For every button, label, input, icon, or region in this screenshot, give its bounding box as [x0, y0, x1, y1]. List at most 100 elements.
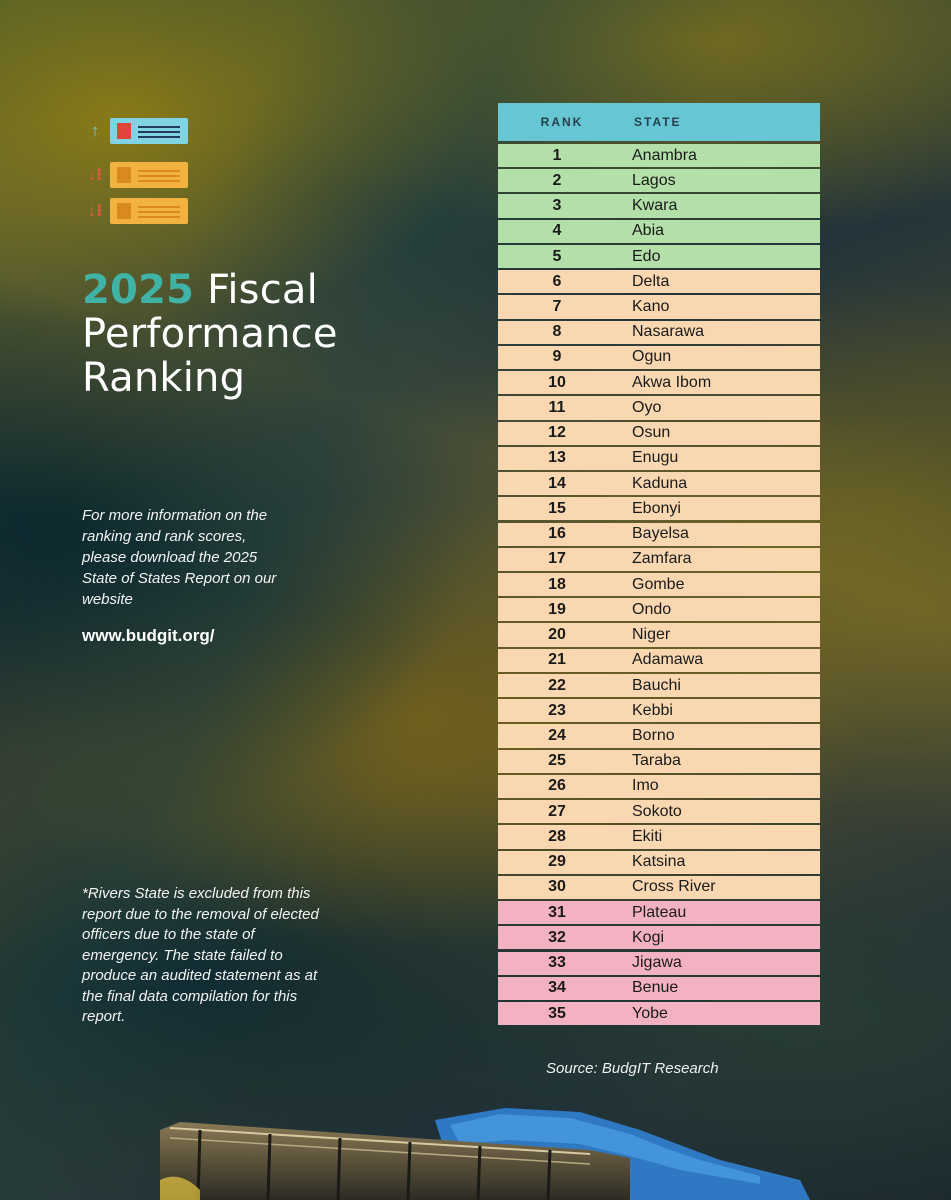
table-row: 34 Benue [498, 976, 820, 1000]
down-arrow-icon: ↓⁝ [87, 165, 103, 184]
table-row: 26 Imo [498, 774, 820, 799]
state-cell: Zamfara [632, 550, 692, 568]
table-row: 14 Kaduna [498, 472, 820, 496]
machinery-illustration [160, 1108, 810, 1200]
rank-cell: 15 [548, 499, 566, 517]
state-cell: Ogun [632, 348, 672, 366]
card-icon [110, 162, 188, 188]
rank-cell: 21 [548, 651, 566, 669]
table-row: 4 Abia [498, 219, 820, 243]
table-row: 5 Edo [498, 244, 820, 269]
card-icon [110, 198, 188, 224]
state-cell: Niger [632, 626, 671, 644]
table-header: RANK STATE [498, 103, 820, 141]
title-word-performance: Performance [82, 311, 338, 357]
rank-cell: 26 [548, 777, 566, 795]
state-cell: Akwa Ibom [632, 373, 712, 391]
table-row: 31 Plateau [498, 901, 820, 925]
state-cell: Kebbi [632, 701, 673, 719]
source-text: Source: BudgIT Research [546, 1060, 719, 1077]
rank-cell: 31 [548, 903, 566, 921]
table-row: 33 Jigawa [498, 951, 820, 975]
state-cell: Benue [632, 979, 679, 997]
header-rank: RANK [540, 115, 584, 129]
table-row: 18 Gombe [498, 572, 820, 597]
rank-down-item: ↓⁝ [84, 162, 188, 188]
state-cell: Osun [632, 424, 671, 442]
title-word-ranking: Ranking [82, 355, 246, 401]
state-cell: Plateau [632, 903, 687, 921]
state-cell: Edo [632, 247, 661, 265]
state-cell: Kano [632, 298, 670, 315]
rank-cell: 5 [552, 247, 562, 265]
rank-cell: 2 [552, 171, 562, 189]
page-title: 2025 Fiscal Performance Ranking [82, 268, 338, 400]
table-row: 8 Nasarawa [498, 320, 820, 344]
table-row: 35 Yobe [498, 1001, 820, 1026]
state-cell: Jigawa [632, 954, 682, 972]
state-cell: Kogi [632, 928, 665, 946]
rank-up-item: ↑ [84, 118, 188, 144]
up-arrow-icon: ↑ [90, 121, 100, 140]
table-row: 19 Ondo [498, 598, 820, 622]
rank-cell: 35 [548, 1004, 566, 1022]
table-row: 29 Katsina [498, 850, 820, 874]
state-cell: Delta [632, 272, 670, 290]
rank-cell: 18 [548, 575, 566, 593]
rank-cell: 10 [548, 373, 566, 391]
state-cell: Kaduna [632, 474, 688, 492]
rank-cell: 16 [548, 525, 566, 543]
rank-cell: 9 [552, 348, 562, 366]
rank-cell: 29 [548, 853, 566, 871]
state-cell: Nasarawa [632, 323, 705, 341]
rank-cell: 4 [552, 222, 562, 240]
table-row: 30 Cross River [498, 875, 820, 899]
table-row: 11 Oyo [498, 396, 820, 420]
table-row: 24 Borno [498, 724, 820, 748]
table-row: 27 Sokoto [498, 800, 820, 824]
rank-cell: 7 [552, 298, 562, 315]
state-cell: Yobe [632, 1004, 668, 1022]
table-row: 7 Kano [498, 295, 820, 319]
state-cell: Enugu [632, 449, 679, 467]
footnote-text: *Rivers State is excluded from this repo… [82, 885, 319, 1025]
table-row: 15 Ebonyi [498, 497, 820, 521]
state-cell: Bayelsa [632, 525, 689, 543]
rank-cell: 32 [548, 928, 566, 946]
table-row: 16 Bayelsa [498, 522, 820, 546]
table-row: 25 Taraba [498, 749, 820, 773]
rank-cell: 28 [548, 827, 566, 845]
title-year: 2025 [82, 267, 195, 313]
table-row: 9 Ogun [498, 345, 820, 370]
table-body: 1 Anambra 2 Lagos 3 Kwara 4 Abia 5 Edo 6 Delta 7 Kano… [498, 144, 820, 1026]
table-row: 21 Adamawa [498, 648, 820, 672]
table-row: 1 Anambra [498, 144, 820, 168]
table-row: 28 Ekiti [498, 825, 820, 849]
table-row: 2 Lagos [498, 169, 820, 193]
rank-cell: 34 [548, 979, 566, 997]
website-link[interactable]: www.budgit.org/ [82, 626, 215, 645]
state-cell: Abia [632, 222, 665, 240]
rank-cell: 33 [548, 954, 566, 972]
rank-cell: 13 [548, 449, 566, 467]
rank-cell: 14 [548, 474, 566, 492]
rank-cell: 27 [548, 802, 566, 820]
table-row: 17 Zamfara [498, 547, 820, 571]
rank-cell: 3 [552, 197, 562, 215]
state-cell: Gombe [632, 575, 685, 593]
rank-cell: 20 [548, 626, 566, 644]
rank-cell: 8 [552, 323, 562, 341]
rank-cell: 22 [548, 676, 566, 694]
rank-cell: 30 [548, 878, 566, 896]
state-cell: Taraba [632, 752, 681, 770]
rank-cell: 6 [552, 272, 562, 290]
state-cell: Ebonyi [632, 499, 681, 517]
state-cell: Borno [632, 726, 675, 744]
ranking-table: RANK STATE 1 Anambra 2 Lagos 3 Kwara 4 Abia 5 Edo… [498, 103, 820, 1027]
state-cell: Ekiti [632, 827, 663, 845]
table-row: 12 Osun [498, 421, 820, 445]
rank-down-item: ↓⁝ [84, 198, 188, 224]
table-row: 22 Bauchi [498, 673, 820, 698]
state-cell: Lagos [632, 171, 676, 189]
info-text: For more information on the ranking and … [82, 507, 277, 608]
